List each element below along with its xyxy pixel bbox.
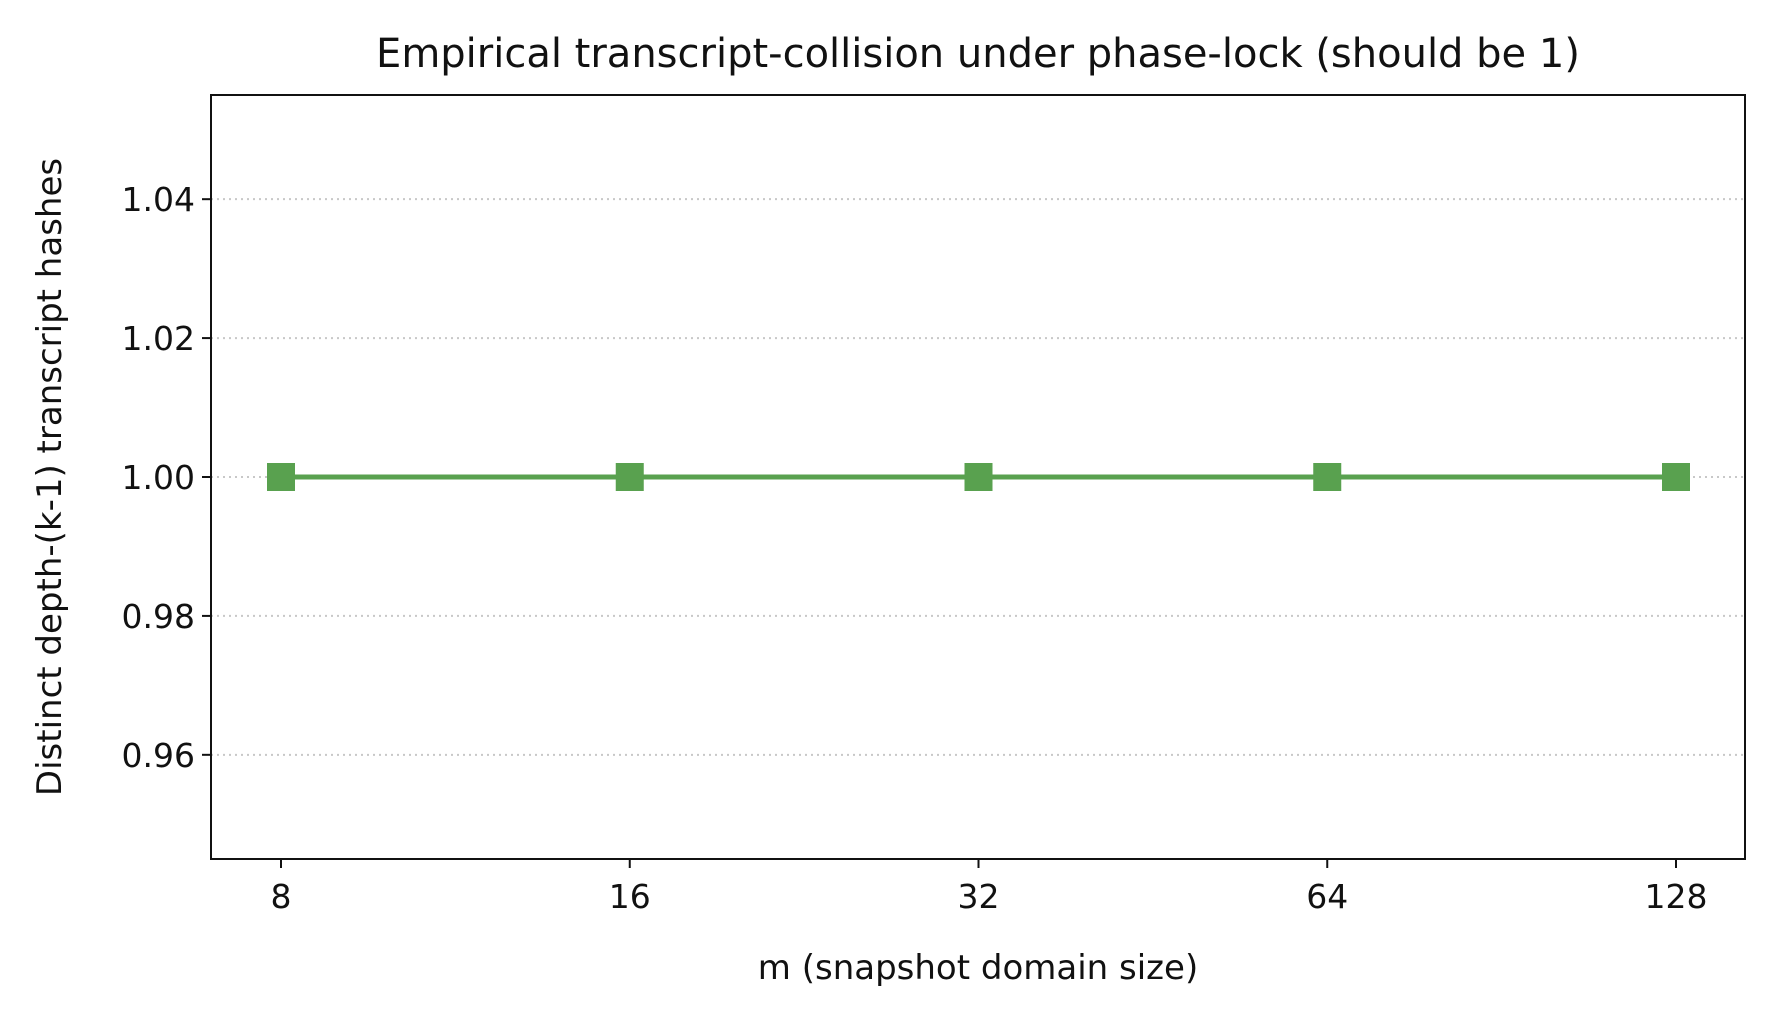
chart-title: Empirical transcript-collision under pha… [376, 31, 1580, 77]
y-axis-label: Distinct depth-(k-1) transcript hashes [30, 158, 70, 796]
data-point-marker [964, 463, 993, 491]
x-tick-label: 64 [1306, 877, 1348, 916]
x-tick-label: 8 [271, 877, 292, 916]
y-tick-label: 0.98 [122, 597, 195, 636]
y-tick-label: 0.96 [122, 736, 195, 775]
x-tick-label: 32 [958, 877, 1000, 916]
data-point-marker [1662, 463, 1690, 491]
data-point-marker [267, 463, 295, 491]
data-point-marker [1313, 463, 1342, 491]
x-axis-ticks: 8 16 32 64 128 [271, 859, 1708, 916]
x-tick-label: 16 [609, 877, 651, 916]
data-point-marker [615, 463, 644, 491]
x-axis-label: m (snapshot domain size) [758, 948, 1198, 988]
y-axis-ticks: 0.96 0.98 1.00 1.02 1.04 [122, 180, 211, 775]
y-tick-label: 1.04 [122, 180, 195, 219]
y-tick-label: 1.02 [122, 319, 195, 358]
y-tick-label: 1.00 [122, 458, 195, 497]
data-series [267, 463, 1690, 491]
x-tick-label: 128 [1645, 877, 1708, 916]
